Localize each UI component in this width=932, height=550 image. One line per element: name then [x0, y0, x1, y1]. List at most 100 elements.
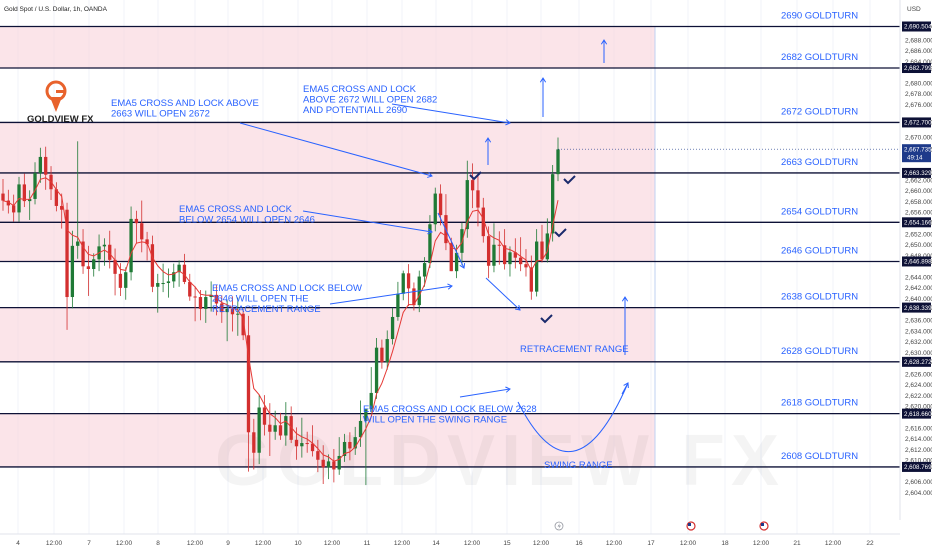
level-label-1: 2682 GOLDTURN: [781, 52, 858, 63]
arrow-swing-end-head: [623, 382, 629, 389]
ann-2646-line-1: 2646 WILL OPEN THE: [212, 294, 309, 305]
price-tag-6: 2,638.339: [904, 305, 932, 312]
time-tick-2: 7: [87, 540, 91, 547]
ann-2672-line-2: AND POTENTIALL 2690: [303, 105, 407, 116]
price-tick-9: 2,670.000: [905, 134, 932, 141]
check-icon-1: [563, 175, 576, 185]
price-tag-bg-4: [902, 217, 931, 228]
candle-body-17: [92, 259, 96, 270]
ann-2663-line-1: 2663 WILL OPEN 2672: [111, 109, 210, 120]
arrow-2628-head: [505, 386, 511, 393]
price-tick-13: 2,660.000: [905, 188, 932, 195]
candle-body-23: [124, 272, 128, 288]
ann-2628-line-0: EMA5 CROSS AND LOCK BELOW 2628: [363, 404, 537, 415]
price-tick-14: 2,658.000: [905, 199, 932, 206]
price-tick-18: 2,650.000: [905, 242, 932, 249]
price-tag-2: 2,672.700: [904, 120, 932, 127]
candle-body-36: [193, 296, 197, 298]
time-tick-21: 12:00: [753, 540, 770, 547]
candle-body-8: [44, 156, 48, 175]
level-label-0: 2690 GOLDTURN: [781, 11, 858, 22]
candle-body-29: [156, 283, 160, 287]
time-axis: 4 12:00 7 12:00 8 12:00 9 12:00 10 12:00 11 12:00 14…: [16, 540, 874, 547]
price-tag-bg-9: [902, 461, 931, 472]
price-tick-19: 2,648.000: [905, 253, 932, 260]
price-tick-38: 2,610.000: [905, 458, 932, 465]
candle-body-15: [81, 241, 85, 267]
candle-body-5: [28, 198, 32, 202]
price-tag-bg-2: [902, 117, 931, 128]
ann-2646-line-2: RETRACEMENT RANGE: [212, 304, 321, 315]
price-tick-15: 2,656.000: [905, 210, 932, 217]
candle-body-28: [150, 244, 155, 287]
candle-body-72: [385, 339, 389, 363]
candle-body-60: [321, 459, 325, 468]
goldview-logo: GOLDVIEW FX: [27, 80, 94, 125]
candle-body-87: [465, 180, 469, 230]
time-tick-12: 14: [432, 540, 440, 547]
price-tag-bg-5: [902, 256, 931, 267]
time-tick-18: 17: [647, 540, 655, 547]
ann-2654-line-1: BELOW 2654 WILL OPEN 2646: [179, 215, 315, 226]
candle-body-98: [524, 264, 528, 268]
candle-body-71: [380, 347, 384, 363]
time-tick-15: 12:00: [533, 540, 550, 547]
arrow-swing-end-shaft: [621, 382, 629, 395]
price-tick-28: 2,630.000: [905, 350, 932, 357]
candle-body-92: [492, 244, 496, 266]
candle-body-68: [364, 409, 368, 421]
candle-body-46: [246, 335, 251, 433]
arrow-2646-shaft: [329, 285, 453, 305]
zone-1: [0, 122, 655, 262]
candle-body-96: [513, 252, 517, 258]
time-tick-5: 12:00: [187, 540, 204, 547]
candle-body-53: [284, 416, 288, 436]
level-label-9: 2608 GOLDTURN: [781, 451, 858, 462]
price-tick-21: 2,644.000: [905, 274, 932, 281]
time-tick-3: 12:00: [116, 540, 133, 547]
time-tick-22: 21: [793, 540, 801, 547]
swing-curve: [517, 382, 629, 453]
candle-body-61: [326, 461, 331, 468]
zone-0: [0, 26, 655, 69]
level-label-2: 2672 GOLDTURN: [781, 106, 858, 117]
price-tag-bg-6: [902, 302, 931, 313]
arrow-2628-shaft: [459, 388, 511, 398]
time-tick-20: 18: [721, 540, 729, 547]
time-tick-9: 12:00: [324, 540, 341, 547]
candle-body-48: [257, 407, 261, 453]
price-tick-35: 2,616.000: [905, 425, 932, 432]
candle-body-95: [508, 252, 512, 265]
candle-body-76: [406, 273, 411, 289]
candle-body-91: [486, 236, 491, 266]
time-tick-14: 15: [503, 540, 511, 547]
candle-body-33: [177, 264, 181, 273]
current-price-value: 2,667.735: [904, 146, 932, 153]
time-tick-0: 4: [16, 540, 20, 547]
candle-body-7: [38, 156, 43, 174]
price-tick-1: 2,688.000: [905, 37, 932, 44]
candle-body-65: [348, 441, 352, 449]
price-tick-22: 2,642.000: [905, 285, 932, 292]
candle-body-64: [342, 441, 347, 456]
candle-body-89: [476, 190, 480, 208]
zones: [0, 26, 656, 467]
price-tick-33: 2,620.000: [905, 404, 932, 411]
time-tick-24: 22: [866, 540, 874, 547]
price-tag-8: 2,618.660: [904, 411, 932, 418]
candle-body-20: [108, 244, 112, 260]
candle-body-30: [161, 283, 165, 285]
time-tick-6: 9: [226, 540, 230, 547]
candle-body-85: [454, 252, 459, 272]
candle-body-103: [551, 174, 555, 234]
level-label-3: 2663 GOLDTURN: [781, 157, 858, 168]
arrow-down-1-head: [459, 262, 466, 269]
time-tick-7: 12:00: [255, 540, 272, 547]
candle-body-104: [556, 149, 560, 175]
price-tag-3: 2,663.329: [904, 170, 932, 177]
candle-body-79: [422, 263, 427, 277]
event-icons: [554, 521, 769, 531]
price-tag-bg-1: [902, 63, 931, 74]
